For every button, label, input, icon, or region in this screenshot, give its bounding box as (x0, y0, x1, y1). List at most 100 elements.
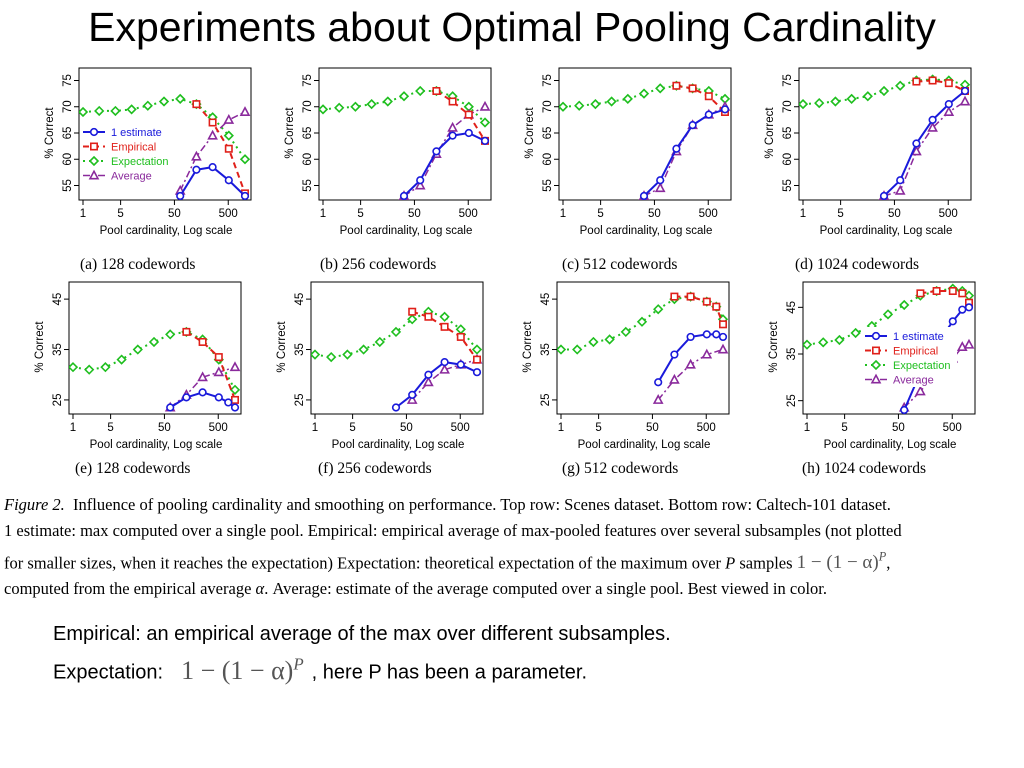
data-point-expectation (142, 100, 153, 111)
data-point-1-estimate (182, 393, 191, 402)
data-point-1-estimate (208, 163, 217, 172)
y-tick-label: 25 (52, 394, 64, 407)
y-tick-label: 70 (62, 100, 74, 113)
data-point-empirical (702, 297, 711, 306)
data-point-average (197, 371, 208, 382)
note-formula: 1 − (1 − α)P (181, 654, 304, 685)
data-point-average (669, 373, 680, 384)
legend-entry-empirical: Empirical (893, 346, 938, 358)
series-line-empirical (916, 79, 966, 92)
data-point-1-estimate (879, 191, 889, 200)
data-point-expectation (342, 349, 353, 360)
data-point-average (207, 129, 218, 140)
data-point-average (423, 376, 434, 387)
y-axis-label: % Correct (764, 107, 776, 159)
x-tick-label: 500 (459, 208, 478, 220)
data-point-expectation (638, 88, 650, 99)
legend-entry-1-estimate: 1 estimate (111, 127, 162, 139)
caption-text: computed from the empirical average (4, 579, 252, 599)
data-point-expectation (818, 337, 829, 348)
data-point-1-estimate (704, 110, 713, 119)
chart-legend: 1 estimate Empirical Expectation Average (861, 327, 957, 387)
legend-marker-empirical (872, 346, 881, 355)
data-point-expectation (622, 93, 633, 105)
data-point-1-estimate (198, 388, 207, 397)
x-tick-label: 50 (646, 422, 659, 434)
data-point-1-estimate (948, 317, 957, 326)
data-point-average (894, 184, 906, 195)
x-axis-label: Pool cardinality, Log scale (578, 439, 711, 451)
y-tick-label: 55 (782, 179, 794, 192)
data-point-1-estimate (432, 147, 441, 156)
data-point-expectation (574, 100, 585, 111)
x-tick-label: 1 (320, 208, 326, 220)
y-tick-label: 25 (540, 394, 552, 407)
data-point-1-estimate (472, 368, 482, 377)
data-point-1-estimate (166, 403, 175, 412)
x-tick-label: 50 (168, 208, 181, 220)
data-point-expectation (830, 96, 841, 107)
data-point-expectation (94, 105, 105, 117)
data-point-average (191, 150, 202, 161)
series-line-expectation (322, 90, 486, 124)
data-point-1-estimate (960, 86, 970, 96)
data-point-expectation (374, 336, 385, 348)
plot-frame (556, 281, 730, 415)
data-point-empirical (448, 97, 457, 106)
data-point-empirical (912, 77, 921, 86)
data-point-average (239, 106, 251, 117)
data-point-average (927, 121, 938, 132)
legend-entry-average: Average (893, 375, 934, 387)
chart-panel-a: 55 60 65 70 75 1 5 50 500 Pool cardinality, Log s… (40, 62, 280, 272)
y-tick-label: 75 (302, 74, 314, 87)
x-axis-label: Pool cardinality, Log scale (100, 225, 233, 237)
x-tick-label: 500 (943, 422, 962, 434)
data-point-1-estimate (440, 358, 449, 367)
y-tick-label: 35 (52, 343, 64, 356)
data-point-average (652, 394, 664, 404)
x-tick-label: 500 (219, 208, 238, 220)
data-point-1-estimate (192, 165, 201, 174)
data-point-expectation (653, 304, 664, 315)
data-point-empirical (473, 355, 482, 364)
figure-caption-text: Influence of pooling cardinality and smo… (73, 495, 891, 514)
data-point-1-estimate (718, 332, 728, 342)
data-point-average (406, 394, 418, 404)
data-point-expectation (559, 101, 569, 112)
x-tick-label: 5 (107, 422, 113, 434)
data-point-1-estimate (240, 191, 250, 200)
series-line-average (411, 358, 478, 401)
y-tick-label: 75 (542, 74, 554, 87)
data-point-expectation (415, 85, 426, 97)
data-point-expectation (636, 316, 648, 327)
subfigure-caption-c: (c) 512 codewords (562, 256, 678, 273)
data-point-1-estimate (654, 378, 663, 387)
data-point-expectation (79, 106, 89, 118)
note-text: , here P has been a parameter. (311, 661, 588, 684)
data-point-expectation (882, 309, 894, 320)
subfigure-caption-a: (a) 128 codewords (80, 256, 196, 273)
y-tick-label: 45 (786, 301, 798, 314)
data-point-1-estimate (928, 115, 937, 124)
figure-caption-line-4: computed from the empirical average α. A… (4, 576, 1020, 602)
x-tick-label: 1 (804, 422, 810, 434)
data-point-empirical (456, 332, 465, 341)
data-point-average (911, 145, 922, 156)
data-point-expectation (358, 344, 369, 355)
data-point-expectation (334, 102, 345, 113)
data-point-1-estimate (224, 176, 233, 185)
caption-text: samples (739, 553, 793, 573)
data-point-empirical (686, 292, 695, 301)
caption-text: for smaller sizes, when it reaches the e… (4, 553, 722, 573)
data-point-expectation (803, 339, 813, 350)
data-point-1-estimate (672, 144, 681, 153)
x-tick-label: 5 (595, 422, 601, 434)
data-point-expectation (588, 336, 599, 348)
x-tick-label: 500 (209, 422, 228, 434)
note-expectation: Expectation: 1 − (1 − α)P , here P has bee… (53, 649, 671, 688)
x-tick-label: 5 (837, 208, 843, 220)
data-point-1-estimate (686, 332, 695, 342)
y-tick-label: 60 (782, 153, 794, 166)
data-point-average (479, 100, 491, 111)
note-empirical: Empirical: an empirical average of the m… (53, 623, 671, 645)
